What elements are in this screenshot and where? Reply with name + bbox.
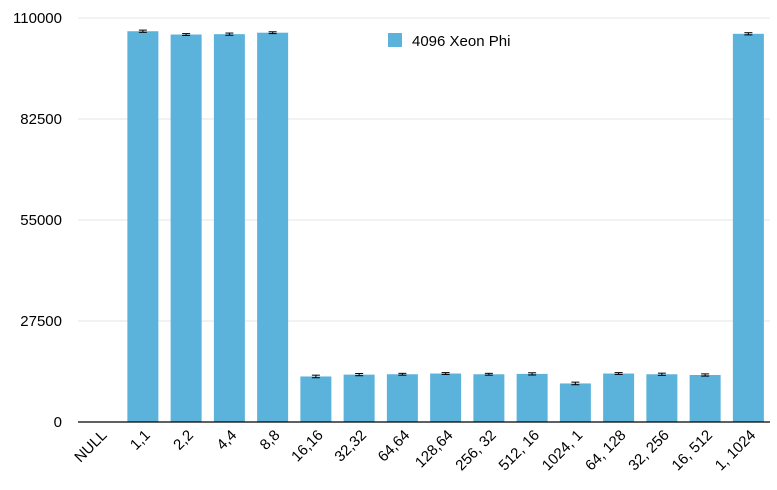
bars: [127, 31, 764, 423]
bar: [127, 31, 159, 422]
bar: [603, 373, 635, 422]
x-tick-label: 16, 512: [669, 427, 716, 474]
x-tick-label: NULL: [71, 427, 110, 466]
legend: 4096 Xeon Phi: [388, 33, 510, 50]
bar: [300, 376, 332, 422]
bar: [473, 374, 505, 422]
x-tick-label: 32,32: [331, 427, 370, 466]
bar: [170, 34, 202, 422]
bar: [732, 33, 764, 423]
bar: [213, 34, 245, 422]
bar: [516, 373, 548, 422]
bar: [343, 374, 375, 422]
x-tick-label: 256, 32: [452, 427, 499, 474]
y-tick-label: 0: [54, 414, 62, 431]
error-bars: [138, 29, 753, 386]
bar: [646, 374, 678, 422]
y-tick-label: 55000: [20, 212, 62, 229]
x-tick-label: 128,64: [412, 427, 456, 471]
x-axis: NULL 1,1 2,2 4,4 8,8 16,16 32,32 64,64128,64256…: [71, 421, 770, 474]
x-tick-label: 64, 128: [582, 427, 629, 474]
bar: [430, 373, 462, 422]
x-tick-label: 512, 16: [496, 427, 543, 474]
y-axis: 0 27500 55000 82500 110000: [13, 10, 62, 431]
x-tick-label: 1024, 1: [539, 427, 586, 474]
bar: [257, 32, 289, 422]
y-tick-label: 110000: [13, 10, 62, 27]
x-tick-label: 1, 1024: [712, 427, 759, 474]
y-tick-label: 27500: [20, 313, 62, 330]
x-tick-label: 32, 256: [625, 427, 672, 474]
x-tick-label: 2,2: [170, 427, 197, 454]
legend-swatch: [388, 33, 402, 47]
bar: [386, 374, 418, 422]
legend-label: 4096 Xeon Phi: [412, 33, 510, 50]
bar: [559, 383, 591, 422]
bar: [689, 374, 721, 422]
y-tick-label: 82500: [20, 111, 62, 128]
x-tick-label: 1,1: [127, 427, 154, 454]
x-tick-label: 64,64: [375, 427, 414, 466]
x-tick-label: 8,8: [257, 427, 284, 454]
x-tick-label: 16,16: [288, 427, 327, 466]
x-tick-label: 4,4: [213, 427, 240, 454]
